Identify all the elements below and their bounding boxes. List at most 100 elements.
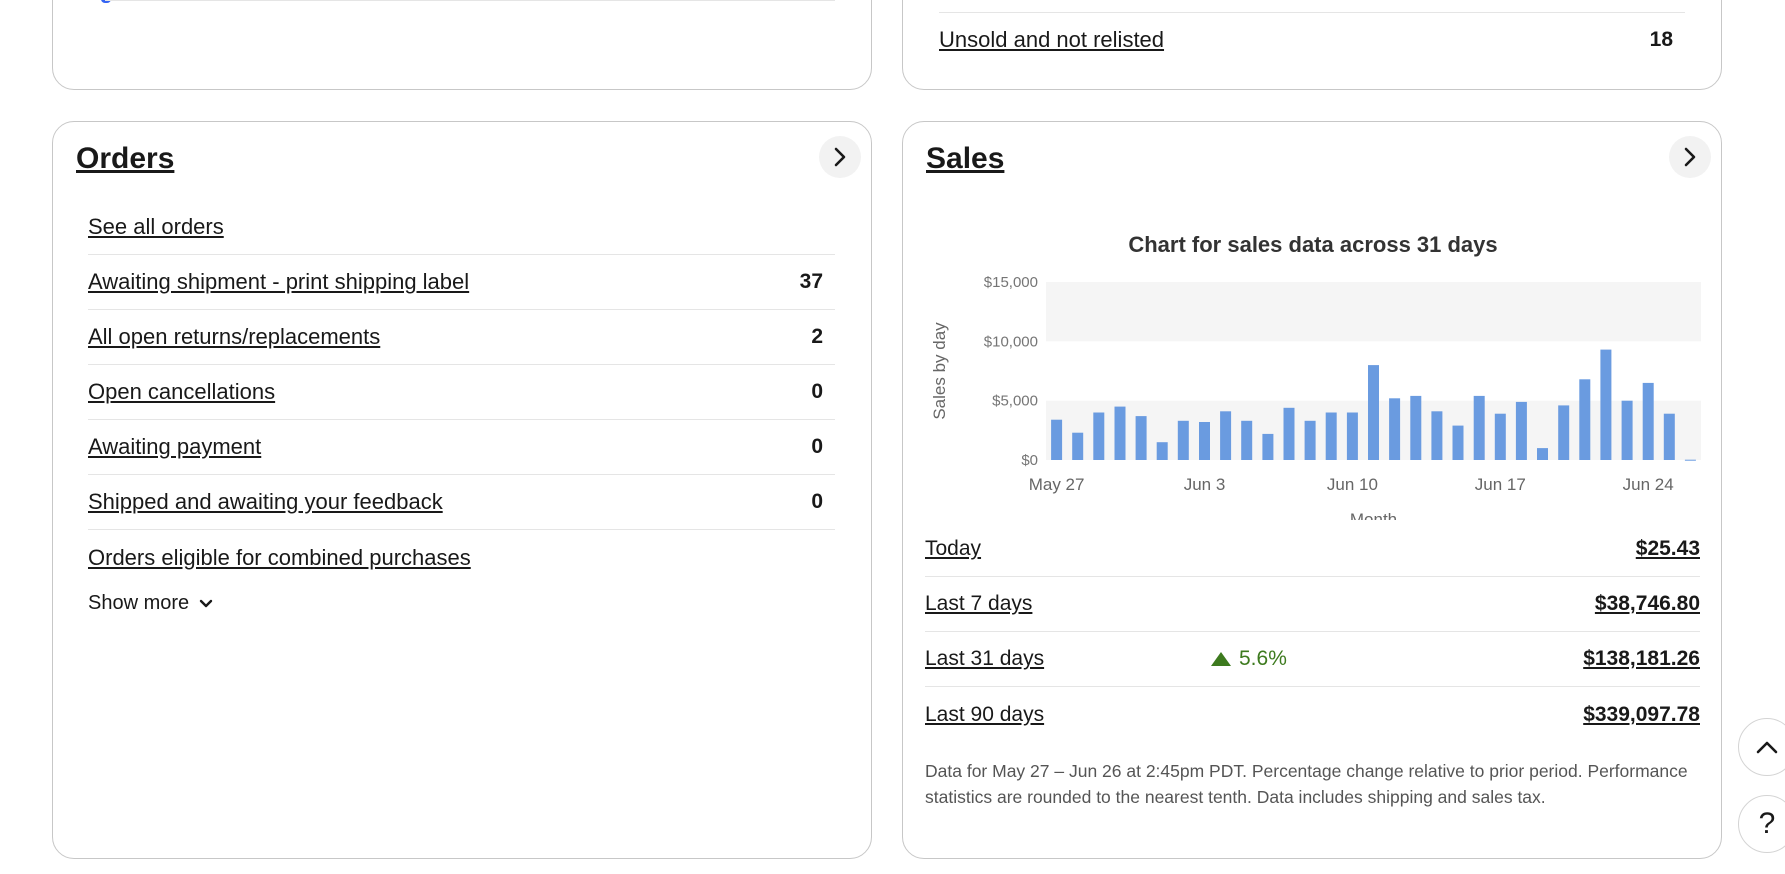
triangle-up-icon [1211,652,1231,666]
order-row: Orders eligible for combined purchases [88,530,835,585]
chart-bar [1241,420,1253,460]
sales-footnote: Data for May 27 – Jun 26 at 2:45pm PDT. … [925,761,1688,807]
chart-bar [1156,442,1168,460]
order-row: Awaiting payment 0 [88,420,835,475]
sales-90-days-link[interactable]: Last 90 days [925,702,1045,726]
chart-bar [1558,405,1570,460]
chart-bar [1663,413,1675,460]
open-cancellations-link[interactable]: Open cancellations [88,379,276,404]
x-tick-label: Jun 24 [1623,475,1674,494]
chart-bar [1410,395,1422,460]
chart-bar [1368,365,1379,460]
chart-bar [1537,448,1548,460]
sales-31-days-link[interactable]: Last 31 days [925,647,1045,670]
order-row: All open returns/replacements 2 [88,310,835,365]
x-tick-label: Jun 17 [1475,475,1526,494]
unsold-not-relisted-link[interactable]: Unsold and not relisted [939,27,1165,52]
orders-list: See all orders Awaiting shipment - print… [88,200,835,585]
chart-bar [1515,401,1527,460]
sales-bar-chart: $0 $5,000 $10,000 $15,000 May 27 Jun 3 Jun 10 J… [930,274,1701,520]
chart-bar [1684,459,1696,461]
y-axis-label: Sales by day [930,322,949,420]
chart-bar [1304,420,1316,460]
sales-row: Last 31 days 5.6% $138,181.26 [925,632,1700,687]
chart-bar [1473,395,1485,460]
chart-bar [1283,407,1295,460]
sales-row: Last 90 days $339,097.78 [925,687,1700,742]
orders-nav-button[interactable] [819,136,861,178]
chart-bar [1494,413,1506,460]
awaiting-payment-link[interactable]: Awaiting payment [88,434,262,459]
order-count: 2 [811,325,823,348]
sales-change-value: 5.6% [1239,647,1287,670]
x-tick-label: Jun 10 [1327,475,1378,494]
sales-title[interactable]: Sales [926,142,1005,175]
chart-band [1046,282,1701,342]
order-count: 37 [799,270,823,293]
order-row: Shipped and awaiting your feedback 0 [88,475,835,530]
show-more-button[interactable]: Show more [88,592,213,615]
awaiting-shipment-link[interactable]: Awaiting shipment - print shipping label [88,269,470,294]
x-tick-label: May 27 [1029,475,1085,494]
combined-purchases-link[interactable]: Orders eligible for combined purchases [88,544,471,570]
sales-card: Sales Chart for sales data across 31 day… [902,121,1722,859]
chart-bar [1199,422,1210,460]
chart-bar [1135,416,1147,460]
y-tick-label: $5,000 [992,393,1038,410]
chart-bar [1093,412,1105,460]
chart-bar [1600,349,1612,460]
chart-bar [1452,425,1464,460]
unsold-not-relisted-count: 18 [1649,28,1673,51]
sales-90-days-amount[interactable]: $339,097.78 [1583,702,1700,726]
chevron-up-icon [1756,741,1778,754]
x-axis-label: Month [1350,510,1397,520]
chart-bar [1220,411,1232,460]
chevron-right-icon [834,147,846,167]
partial-icon [101,0,111,3]
orders-card: Orders See all orders Awaiting shipment … [52,121,872,859]
list-item: Unsold and not relisted 18 [939,12,1685,67]
awaiting-feedback-link[interactable]: Shipped and awaiting your feedback [88,489,443,514]
scroll-to-top-button[interactable] [1738,718,1785,776]
chart-bar [1579,379,1591,460]
help-button[interactable]: ? [1738,795,1785,853]
order-row: See all orders [88,200,835,255]
sales-7-days-link[interactable]: Last 7 days [925,592,1033,615]
y-tick-label: $10,000 [984,333,1038,350]
chart-bar [1621,400,1633,460]
see-all-orders-link[interactable]: See all orders [88,214,224,239]
sales-summary-list: Today $25.43 Last 7 days $38,746.80 Last… [925,522,1700,742]
sales-nav-button[interactable] [1669,136,1711,178]
sales-today-amount[interactable]: $25.43 [1635,537,1700,560]
chart-bar [1262,433,1274,460]
divider [105,0,835,1]
inventory-card [52,0,872,90]
open-returns-link[interactable]: All open returns/replacements [88,324,381,349]
question-mark-icon: ? [1758,807,1776,840]
y-tick-label: $0 [1021,452,1038,469]
sales-row: Today $25.43 [925,522,1700,577]
chart-bar [1642,382,1654,460]
chart-bar [1114,406,1126,460]
show-more-label: Show more [88,592,190,614]
orders-title[interactable]: Orders [76,142,175,175]
chart-title: Chart for sales data across 31 days [1128,232,1498,257]
chart-bar [1346,412,1358,460]
chevron-down-icon [199,599,213,607]
sales-row: Last 7 days $38,746.80 [925,577,1700,632]
chart-bar [1389,398,1401,460]
sales-change-indicator: 5.6% [1211,647,1287,671]
order-count: 0 [811,435,823,458]
y-tick-label: $15,000 [984,274,1038,291]
sales-today-link[interactable]: Today [925,537,982,560]
chart-bar [1325,412,1337,460]
chevron-right-icon [1684,147,1696,167]
chart-bar [1072,432,1084,460]
sales-7-days-amount[interactable]: $38,746.80 [1594,592,1700,615]
order-count: 0 [811,490,823,513]
sales-31-days-amount[interactable]: $138,181.26 [1583,647,1700,670]
x-tick-label: Jun 3 [1184,475,1226,494]
chart-bar [1177,420,1189,460]
chart-bar [1051,419,1063,460]
order-row: Open cancellations 0 [88,365,835,420]
